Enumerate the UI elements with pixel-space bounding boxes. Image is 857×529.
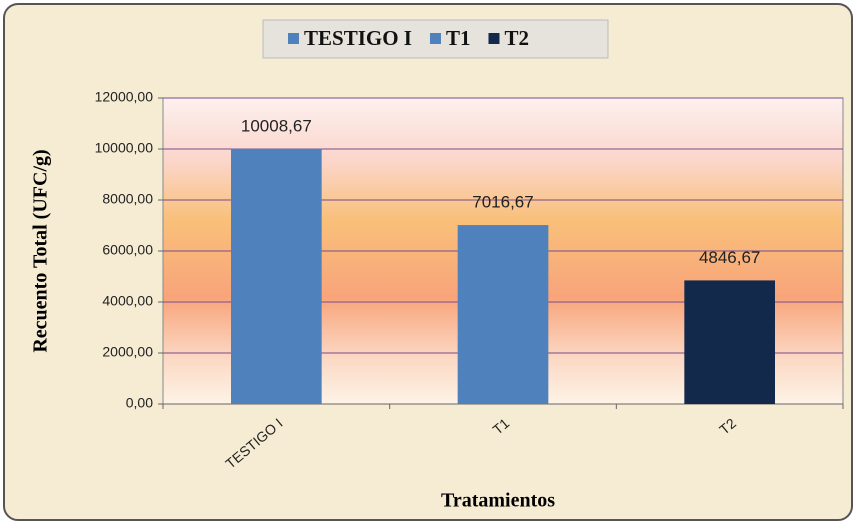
y-tick-label: 10000,00 <box>95 140 154 156</box>
bar <box>457 225 549 404</box>
data-label: 10008,67 <box>241 116 312 135</box>
y-tick-label: 2000,00 <box>102 344 153 360</box>
legend-label: T2 <box>504 26 529 50</box>
bar <box>684 280 775 404</box>
y-tick-label: 12000,00 <box>95 89 154 105</box>
data-label: 7016,67 <box>472 193 533 212</box>
legend-swatch <box>429 33 441 44</box>
legend-label: T1 <box>446 26 471 50</box>
legend-label: TESTIGO I <box>304 26 412 50</box>
y-tick-label: 4000,00 <box>102 293 153 309</box>
y-tick-label: 0,00 <box>126 395 153 411</box>
y-tick-label: 6000,00 <box>102 242 153 258</box>
legend-swatch <box>488 33 500 44</box>
legend-swatch <box>288 33 299 44</box>
bar <box>231 148 322 404</box>
y-tick-label: 8000,00 <box>102 191 153 207</box>
y-axis-label: Recuento Total (UFC/g) <box>30 149 52 352</box>
data-label: 4846,67 <box>699 248 760 267</box>
x-axis-label: Tratamientos <box>441 490 555 512</box>
